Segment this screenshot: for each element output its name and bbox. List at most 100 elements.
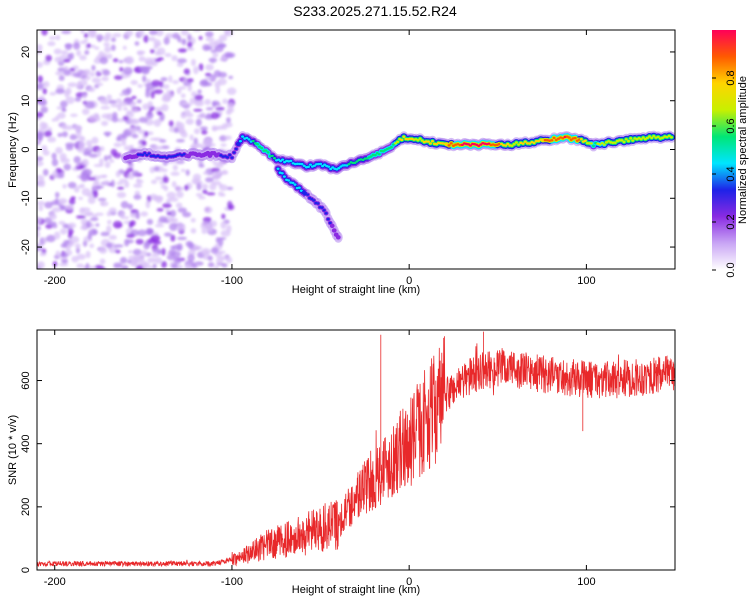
noise-speckle [39, 121, 46, 130]
noise-speckle [153, 89, 164, 95]
trace-core [479, 143, 483, 146]
noise-speckle [92, 228, 97, 235]
noise-speckle [79, 40, 87, 45]
noise-speckle [82, 240, 88, 247]
trace-core [554, 138, 558, 142]
noise-speckle [215, 106, 225, 111]
noise-speckle [214, 45, 224, 53]
noise-speckle [75, 165, 84, 170]
trace-core [426, 140, 430, 143]
noise-speckle [52, 170, 59, 179]
trace-core [504, 144, 508, 147]
trace-core [402, 135, 406, 138]
trace-core [306, 165, 310, 169]
noise-speckle [133, 183, 143, 188]
noise-speckle [180, 168, 186, 173]
noise-speckle [91, 77, 101, 84]
noise-speckle [185, 112, 194, 118]
noise-speckle [228, 75, 234, 80]
trace-core [569, 138, 573, 141]
noise-speckle [54, 191, 60, 198]
noise-speckle [136, 50, 144, 56]
trace-core [264, 149, 268, 152]
trace-core [355, 160, 359, 163]
noise-speckle [145, 111, 154, 120]
noise-speckle [99, 56, 109, 65]
trace-core [214, 154, 218, 157]
noise-speckle [94, 264, 105, 269]
noise-speckle [175, 185, 182, 193]
noise-speckle [80, 30, 85, 35]
trace-core [136, 153, 140, 156]
noise-speckle [55, 34, 61, 41]
noise-speckle [42, 149, 50, 156]
trace-core [631, 139, 635, 142]
noise-speckle [93, 112, 100, 120]
snr-series-line [37, 331, 675, 568]
trace-core [206, 151, 210, 155]
trace-core [435, 143, 439, 146]
noise-speckle [87, 232, 92, 240]
noise-speckle [115, 170, 121, 178]
noise-speckle [153, 165, 160, 172]
noise-speckle [215, 86, 221, 94]
noise-speckle [55, 88, 65, 95]
noise-speckle [112, 58, 119, 63]
trace-core [661, 136, 665, 139]
noise-speckle [37, 61, 44, 68]
noise-speckle [37, 225, 41, 231]
noise-speckle [207, 255, 213, 262]
trace-core [323, 163, 327, 166]
y-tick-label: -10 [20, 190, 32, 206]
trace-core [306, 193, 310, 196]
noise-speckle [171, 217, 179, 223]
noise-speckle [97, 197, 107, 202]
trace-core [512, 143, 516, 146]
noise-speckle [187, 84, 193, 92]
noise-speckle [212, 100, 220, 106]
noise-speckle [107, 154, 112, 160]
noise-speckle [76, 81, 82, 89]
noise-speckle [95, 70, 101, 77]
trace-core [236, 142, 240, 146]
trace-core [613, 141, 617, 144]
noise-speckle [100, 105, 111, 110]
noise-speckle [161, 219, 170, 223]
noise-speckle [221, 55, 227, 61]
noise-speckle [99, 158, 104, 166]
trace-core [416, 139, 420, 142]
noise-speckle [127, 203, 134, 210]
noise-speckle [184, 264, 192, 269]
noise-speckle [186, 47, 195, 51]
noise-speckle [186, 78, 194, 83]
noise-speckle [219, 184, 228, 191]
noise-speckle [37, 263, 41, 269]
noise-speckle [58, 262, 69, 267]
y-tick-label: -20 [20, 239, 32, 255]
noise-speckle [142, 75, 147, 83]
trace-core [449, 142, 453, 145]
noise-speckle [199, 112, 207, 118]
noise-speckle [224, 135, 232, 141]
noise-speckle [185, 240, 193, 247]
trace-core [230, 156, 234, 159]
noise-speckle [148, 36, 156, 42]
noise-speckle [149, 166, 155, 174]
noise-speckle [61, 131, 68, 138]
noise-speckle [150, 179, 158, 185]
noise-speckle [46, 234, 56, 243]
noise-speckle [140, 250, 148, 257]
noise-speckle [195, 118, 202, 127]
noise-speckle [37, 84, 44, 90]
noise-speckle [161, 103, 169, 112]
noise-speckle [104, 161, 111, 169]
trace-core [212, 152, 216, 155]
noise-speckle [94, 212, 104, 216]
trace-core [182, 153, 186, 156]
noise-speckle [218, 238, 224, 247]
trace-core [238, 139, 242, 143]
noise-speckle [217, 237, 227, 241]
noise-speckle [113, 262, 123, 268]
noise-speckle [106, 211, 112, 217]
noise-speckle [155, 195, 163, 204]
